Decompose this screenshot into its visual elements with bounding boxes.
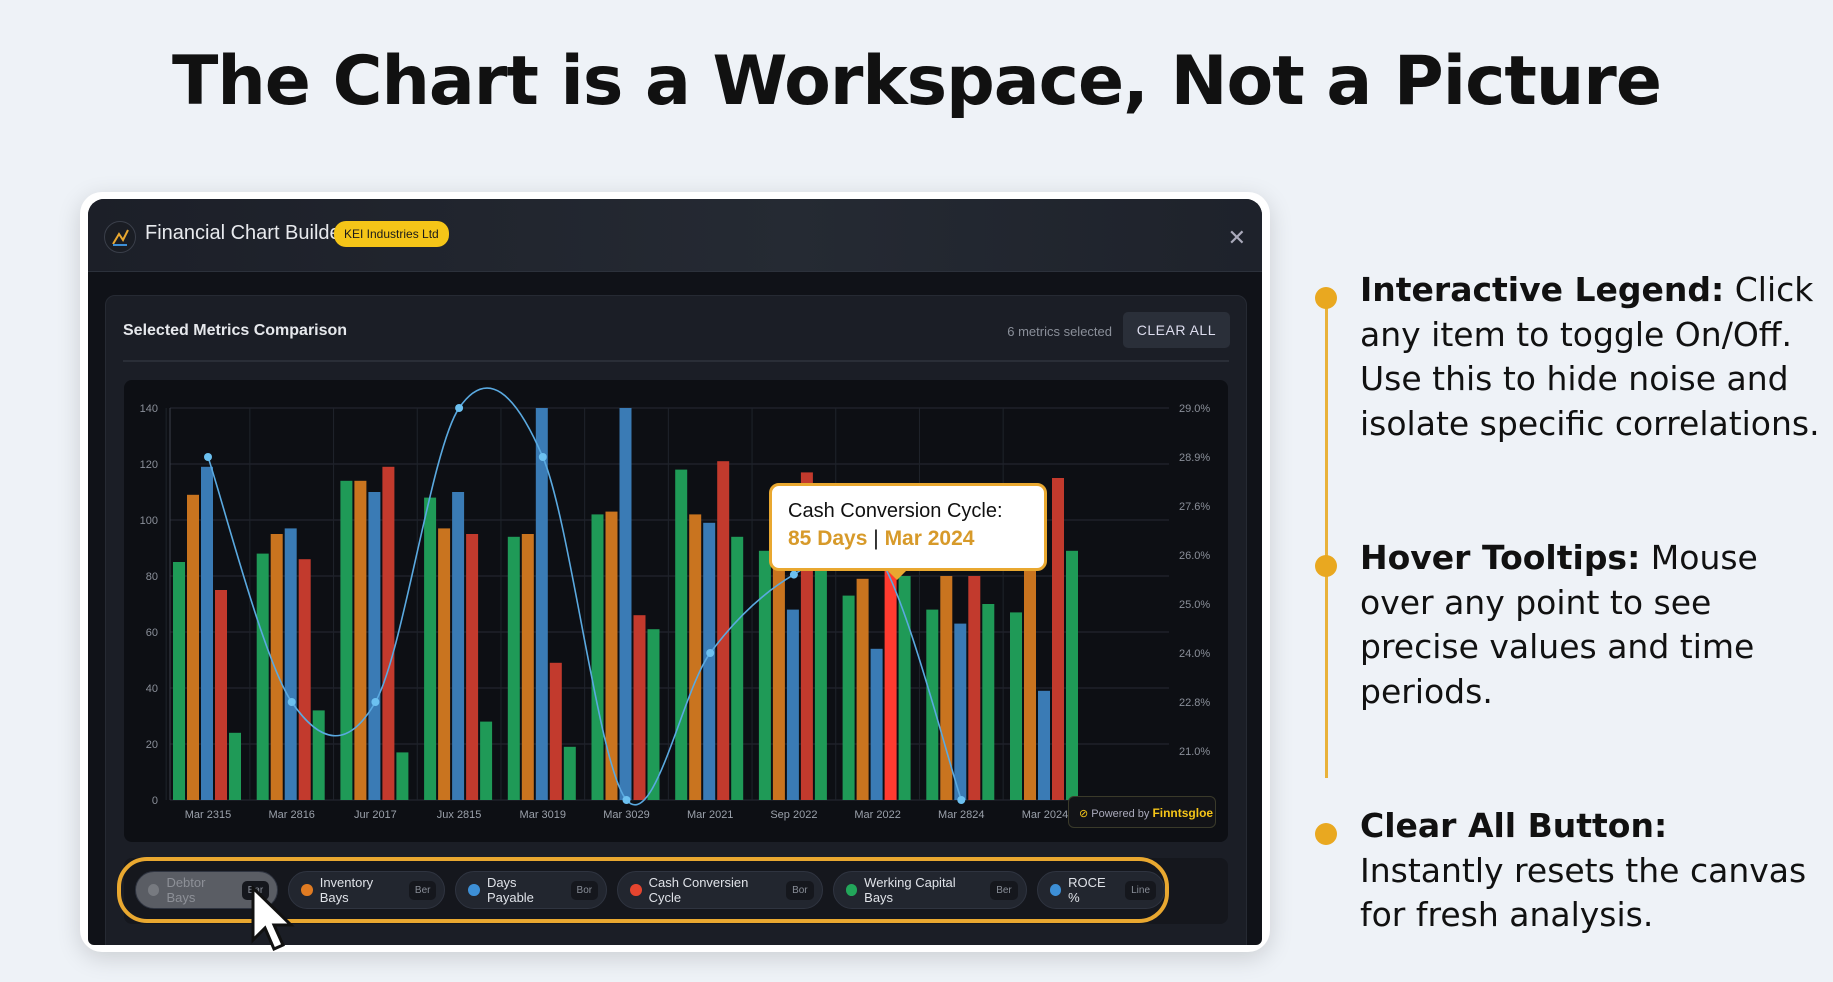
mouse-cursor-icon	[251, 885, 295, 951]
clear-all-button[interactable]: CLEAR ALL	[1122, 312, 1230, 348]
legend-color-dot	[630, 884, 642, 896]
legend-label: ROCE %	[1068, 875, 1106, 905]
timeline-bullet	[1315, 555, 1337, 577]
legend-item[interactable]: Cash Conversien Cycle Bor	[617, 871, 823, 909]
legend-type-tag: Bor	[786, 880, 814, 900]
powered-by-badge: ⊘ Powered by Finntsgloe	[1068, 796, 1216, 828]
legend-color-dot	[468, 884, 480, 896]
timeline-line	[1325, 288, 1328, 778]
legend-label: Debtor Bays	[166, 875, 206, 905]
window-header: Financial Chart Builder KEI Industries L…	[88, 199, 1262, 272]
hover-tooltip: Cash Conversion Cycle: 85 Days | Mar 202…	[769, 483, 1047, 580]
app-logo-icon	[104, 221, 136, 253]
company-badge: KEI Industries Ltd	[334, 221, 449, 247]
legend-label: Cash Conversien Cycle	[648, 875, 749, 905]
app-title: Financial Chart Builder	[145, 222, 348, 244]
feature-note: Interactive Legend: Click any item to to…	[1360, 268, 1820, 446]
note-heading: Clear All Button:	[1360, 806, 1668, 845]
note-heading: Hover Tooltips:	[1360, 538, 1641, 577]
note-body: Click any item to toggle On/Off. Use thi…	[1360, 270, 1820, 443]
timeline-bullet	[1315, 287, 1337, 309]
note-heading: Interactive Legend:	[1360, 270, 1725, 309]
legend-item[interactable]: Days Payable Bor	[455, 871, 608, 909]
legend-label: Days Payable	[486, 875, 534, 905]
timeline-bullet	[1315, 823, 1337, 845]
feature-note: Hover Tooltips: Mouse over any point to …	[1360, 536, 1820, 714]
divider	[123, 360, 1229, 362]
legend-color-dot	[148, 884, 160, 896]
panel-title: Selected Metrics Comparison	[123, 322, 348, 339]
tooltip-period: Mar 2024	[884, 527, 975, 550]
tooltip-separator: |	[873, 527, 879, 550]
legend-type-tag: Ber	[408, 880, 437, 900]
note-body: Mouse over any point to see precise valu…	[1360, 538, 1758, 711]
metrics-count: 6 metrics selected	[1007, 324, 1112, 339]
legend-item[interactable]: Werking Capital Bays Ber	[832, 871, 1027, 909]
legend-type-tag: Ber	[990, 880, 1018, 900]
legend-color-dot	[845, 884, 858, 896]
tooltip-title: Cash Conversion Cycle:	[788, 500, 1003, 522]
chart-area	[124, 380, 1228, 842]
legend-color-dot	[301, 884, 313, 896]
legend-type-tag: Bor	[570, 880, 599, 900]
legend-item[interactable]: Inventory Bays Ber	[288, 871, 446, 909]
legend-item[interactable]: ROCE % Line	[1036, 871, 1165, 909]
tooltip-value: 85 Days	[788, 527, 868, 550]
feature-note: Clear All Button: Instantly resets the c…	[1360, 804, 1820, 938]
powered-by-prefix: Powered by	[1091, 808, 1150, 820]
legend-label: Werking Capital Bays	[864, 875, 956, 905]
note-body: Instantly resets the canvas for fresh an…	[1360, 850, 1807, 935]
metrics-panel: Selected Metrics Comparison 6 metrics se…	[105, 295, 1247, 945]
legend-label: Inventory Bays	[319, 875, 374, 905]
powered-by-brand: Finntsgloe	[1152, 806, 1214, 820]
legend-color-dot	[1049, 884, 1062, 896]
chart-builder-window: Financial Chart Builder KEI Industries L…	[88, 199, 1262, 945]
legend-type-tag: Line	[1125, 880, 1156, 900]
leaf-icon: ⊘	[1079, 808, 1089, 820]
headline: The Chart is a Workspace, Not a Picture	[172, 42, 1662, 121]
close-icon[interactable]: ✕	[1227, 225, 1246, 250]
